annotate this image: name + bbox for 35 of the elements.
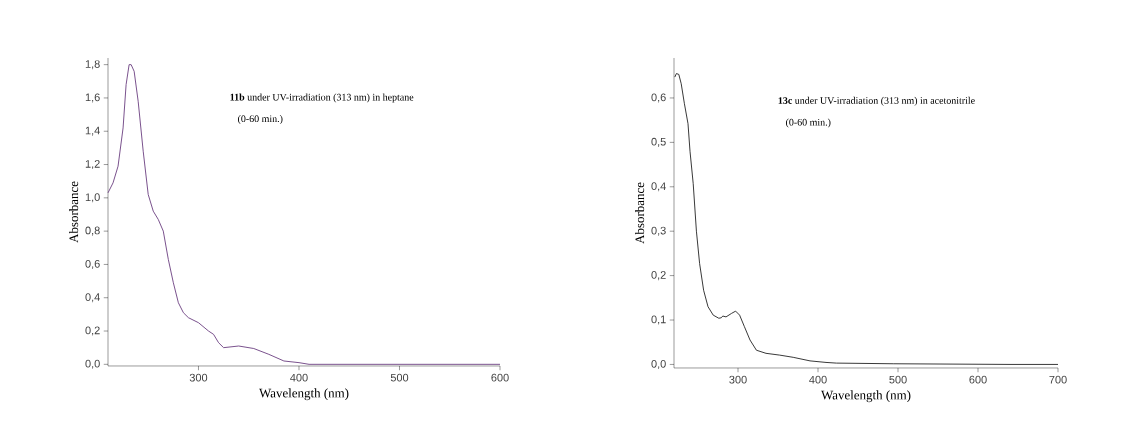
y-tick-label: 0,0 <box>651 359 666 369</box>
x-tick-label: 400 <box>290 373 308 382</box>
annotation: 11b under UV-irradiation (313 nm) in heptane <box>230 93 414 103</box>
y-tick-label: 1,0 <box>85 193 100 203</box>
y-tick-label: 0,3 <box>651 226 666 236</box>
x-tick-label: 600 <box>969 375 987 384</box>
x-tick-label: 600 <box>491 373 509 382</box>
y-tick-label: 0,8 <box>85 226 100 236</box>
y-axis-title: Absorbance <box>69 181 79 243</box>
x-tick-label: 300 <box>729 375 747 384</box>
y-tick-label: 1,4 <box>85 126 100 136</box>
x-tick-label: 500 <box>390 373 409 382</box>
y-tick-label: 1,8 <box>85 60 100 70</box>
annotation: (0-60 min.) <box>238 115 283 125</box>
line-series <box>674 73 1059 365</box>
x-axis-title: Wavelength (nm) <box>821 390 911 403</box>
y-tick-label: 0,5 <box>651 137 666 147</box>
y-tick-label: 0,2 <box>85 326 100 336</box>
x-axis-title: Wavelength (nm) <box>259 388 349 401</box>
x-tick-label: 400 <box>809 375 827 384</box>
y-tick-label: 1,2 <box>85 160 100 170</box>
y-tick-label: 0,2 <box>651 271 666 281</box>
x-tick-label: 300 <box>189 373 208 382</box>
x-tick-label: 700 <box>1049 375 1067 384</box>
annotation: 13c under UV-irradiation (313 nm) in acetonitrile <box>778 96 975 106</box>
y-axis-title: Absorbance <box>635 182 645 244</box>
annotation: (0-60 min.) <box>786 118 831 128</box>
y-tick-label: 1,6 <box>85 93 100 103</box>
y-tick-label: 0,1 <box>651 315 666 325</box>
y-tick-label: 0,4 <box>651 182 666 192</box>
y-tick-label: 0,6 <box>651 93 666 103</box>
y-tick-label: 0,0 <box>85 359 100 369</box>
y-tick-label: 0,6 <box>85 259 100 269</box>
x-tick-label: 500 <box>889 375 907 384</box>
y-tick-label: 0,4 <box>85 293 100 303</box>
